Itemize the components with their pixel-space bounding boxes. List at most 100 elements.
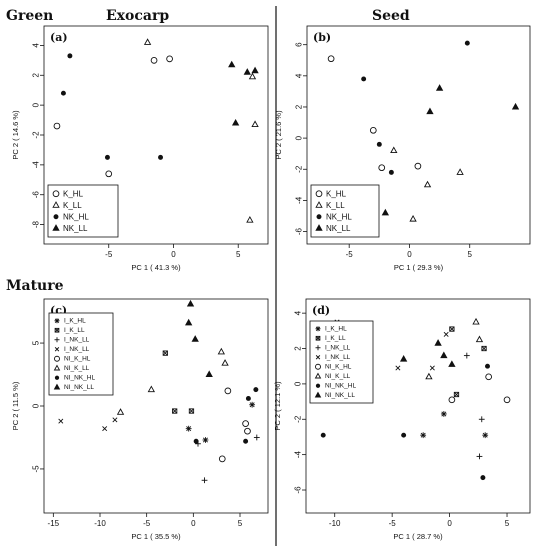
data-point [472,317,480,325]
legend-marker [52,190,60,198]
data-point [191,335,199,342]
data-point [485,363,490,369]
legend-box [310,184,380,238]
x-tick-label: -10 [94,519,106,528]
legend-marker [54,327,60,333]
legend: I_K_HL I_K_LL I_NK_LL I_NK_LL NI_K_HL NI_K_LL… [48,312,114,396]
y-tick-label: -4 [294,451,303,459]
data-point [58,418,64,424]
legend-marker [53,214,59,220]
legend-label: NI_K_HL [64,355,91,362]
legend-box [309,320,374,404]
x-axis-label: PC 1 ( 28.7 %) [393,532,443,541]
data-point [248,72,257,80]
x-tick-label: -5 [143,519,151,528]
panels: (a) -5 0 5 4 2 0 -2 -4 -6 -8 PC 1 ( 41.3 %) PC 2 ( 1… [11,25,531,541]
data-point [463,352,470,359]
data-point [388,169,394,175]
legend-marker [315,201,323,208]
data-point [251,66,259,74]
data-point [243,68,251,75]
column-header-exocarp: Exocarp [106,8,169,24]
panel-label: (d) [312,304,330,317]
legend-label: I_NK_LL [325,344,351,351]
legend-label: NI_K_LL [325,373,351,380]
x-tick-label: -15 [48,519,60,528]
data-point [475,335,484,343]
data-point [228,60,236,68]
data-point [205,370,213,378]
legend-marker [54,318,60,324]
data-point [378,164,386,172]
legend-marker [314,372,322,379]
data-point [395,365,401,371]
data-point [243,438,249,444]
legend-label: NK_HL [63,212,89,221]
legend-label: NI_K_HL [325,363,352,370]
data-point [193,438,199,444]
legend-label: K_LL [326,201,345,210]
data-point [105,170,113,178]
y-tick-label: -5 [32,465,41,473]
data-point [511,102,520,110]
data-point [435,84,444,91]
y-tick-label: -8 [32,220,41,228]
data-point [158,154,163,160]
legend-label: NI_NK_HL [64,374,95,381]
legend-label: K_LL [63,201,82,210]
data-point [172,408,178,414]
x-tick-label: 0 [447,519,452,528]
y-tick-label: 2 [294,346,303,351]
data-point [448,360,456,367]
panel-label: (b) [313,31,331,44]
legend-marker [315,190,323,198]
data-point [381,208,390,216]
legend-label: NI_NK_HL [325,382,356,389]
panel-a: (a) -5 0 5 4 2 0 -2 -4 -6 -8 PC 1 ( 41.3 %) PC 2 ( 1… [11,25,269,272]
y-tick-label: -6 [294,486,303,494]
data-point [327,55,335,63]
legend-marker [315,355,321,360]
data-point [456,168,464,175]
data-point [67,53,73,59]
data-point [202,437,209,443]
data-point [485,373,492,381]
data-point [218,455,226,463]
panel-d: (d) -10 -5 0 5 4 2 0 -2 -4 -6 PC 1 ( 28.7 %) PC 2 ( … [273,298,531,541]
data-point [376,141,382,147]
legend-marker [315,383,321,388]
x-tick-label: 0 [191,519,196,528]
y-axis-label: PC 2 ( 11.5 %) [11,381,20,430]
data-point [481,345,487,352]
data-point [188,408,195,414]
panel-b: (b) -5 0 5 6 4 2 0 -2 -4 -6 PC 1 ( 29.3 %) PC 2 ( 21… [274,25,531,272]
data-point [242,420,249,427]
y-tick-label: 5 [32,340,41,345]
column-header-seed: Seed [372,8,410,24]
data-point [480,475,486,481]
legend-label: NK_LL [326,224,351,233]
legend-marker [54,337,60,343]
legend-marker [53,383,61,390]
y-tick-label: 0 [294,381,303,386]
data-point [221,359,229,366]
data-point [162,350,168,356]
legend-label: I_K_LL [64,327,85,334]
y-axis-label: PC 2 ( 21.6 %) [274,110,283,160]
y-tick-label: 2 [32,73,41,78]
y-tick-label: 2 [295,104,304,109]
data-point [116,408,125,415]
data-point [251,120,259,128]
data-point [464,40,470,46]
data-point [448,396,456,404]
data-point [478,416,485,423]
legend-marker [316,214,322,220]
panel-c: (c)-15 -10 -5 0 550-5PC 1 ( 35.5 %)PC 2 ( 11… [11,298,269,541]
x-tick-label: 5 [505,519,510,528]
data-point [401,432,407,438]
legend-marker [314,391,322,398]
x-tick-label: 0 [407,250,412,259]
y-tick-label: -6 [295,227,304,235]
y-tick-label: 6 [295,42,304,47]
